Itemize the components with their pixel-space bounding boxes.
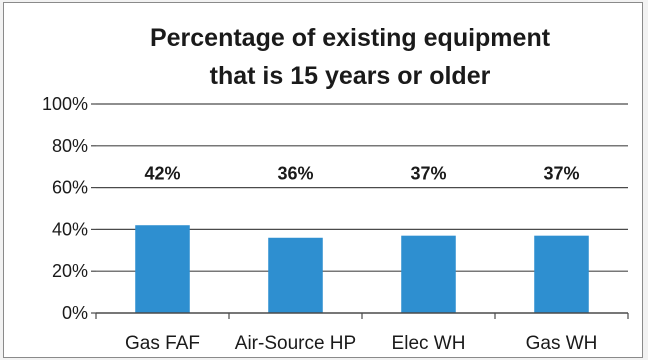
y-tick-label: 20% xyxy=(52,261,88,281)
data-label: 37% xyxy=(410,164,446,184)
y-tick-label: 60% xyxy=(52,178,88,198)
bar xyxy=(135,225,190,313)
y-axis-ticks: 0% 20% 40% 60% 80% 100% xyxy=(42,94,96,323)
category-label: Elec WH xyxy=(392,333,466,354)
x-axis xyxy=(95,312,629,319)
bar xyxy=(534,235,589,313)
y-tick-label: 0% xyxy=(62,303,88,323)
data-labels: 42% 36% 37% 37% xyxy=(144,164,579,184)
chart-title-line-1: Percentage of existing equipment xyxy=(150,24,551,52)
category-label: Air-Source HP xyxy=(235,333,356,354)
data-label: 42% xyxy=(144,164,180,184)
data-label: 37% xyxy=(543,164,579,184)
bar xyxy=(268,237,323,313)
bars xyxy=(135,225,589,313)
category-label: Gas WH xyxy=(526,333,598,354)
chart-title-line-2: that is 15 years or older xyxy=(210,62,491,90)
data-label: 36% xyxy=(277,164,313,184)
category-labels: Gas FAF Air-Source HP Elec WH Gas WH xyxy=(125,333,597,354)
y-tick-label: 80% xyxy=(52,136,88,156)
y-tick-label: 40% xyxy=(52,219,88,239)
category-label: Gas FAF xyxy=(125,333,200,354)
bar xyxy=(401,235,456,313)
y-tick-label: 100% xyxy=(42,94,88,114)
